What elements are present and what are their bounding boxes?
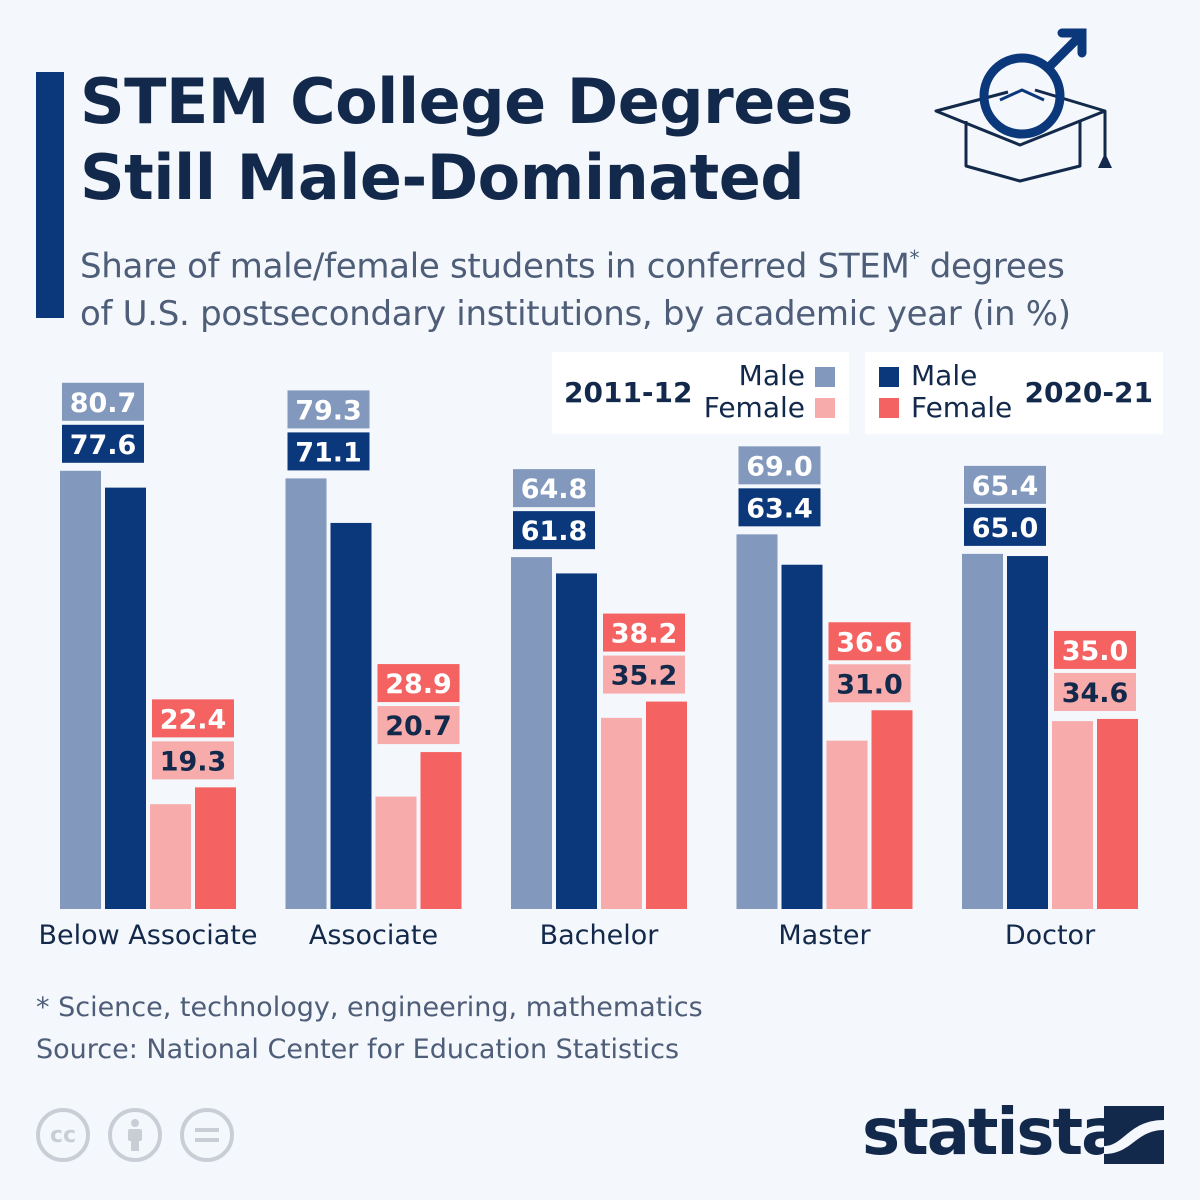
data-label-female-2020: 22.4 <box>160 704 227 735</box>
data-label-bg <box>1054 672 1136 711</box>
data-label-female-2011: 34.6 <box>1062 678 1129 709</box>
data-label-male-2020: 63.4 <box>746 493 813 524</box>
data-label-female-2020: 28.9 <box>385 669 452 700</box>
data-label-female-2020: 36.6 <box>836 627 903 658</box>
legend-label-female: Female <box>703 391 805 424</box>
legend-label-male: Male <box>911 359 978 392</box>
no-derivatives-icon[interactable] <box>180 1108 234 1162</box>
bar-female-2020 <box>646 701 687 909</box>
brand-name: statista <box>862 1096 1124 1170</box>
category-label: Bachelor <box>540 920 660 951</box>
title-line-2: Still Male-Dominated <box>80 141 805 214</box>
legend-swatch-male-2020 <box>879 367 899 387</box>
data-label-male-2020: 71.1 <box>295 437 362 468</box>
attribution-icon[interactable] <box>108 1108 162 1162</box>
legend-label-female: Female <box>911 391 1013 424</box>
legend-2020-21: Male Female 2020-21 <box>865 352 1163 434</box>
data-label-bg <box>287 390 370 429</box>
data-label-male-2011: 80.7 <box>70 388 137 419</box>
data-label-bg <box>513 511 595 550</box>
bar-male-2020 <box>105 487 146 909</box>
data-label-bg <box>152 699 234 738</box>
cc-icon[interactable]: cc <box>36 1108 90 1162</box>
bar-female-2020 <box>871 710 913 909</box>
data-label-male-2011: 69.0 <box>746 451 813 482</box>
data-label-female-2011: 35.2 <box>611 661 678 692</box>
data-label-bg <box>513 469 595 508</box>
legend-swatch-female-2011 <box>815 398 835 418</box>
category-label: Doctor <box>1005 920 1096 951</box>
data-label-bg <box>377 706 460 745</box>
subtitle-asterisk: * <box>909 246 920 270</box>
data-label-female-2011: 19.3 <box>160 746 227 777</box>
statista-logo[interactable]: statista <box>862 1096 1164 1170</box>
data-label-female-2020: 35.0 <box>1062 636 1129 667</box>
data-label-male-2011: 65.4 <box>972 471 1039 502</box>
bar-female-2020 <box>1097 718 1138 909</box>
data-label-bg <box>62 382 144 421</box>
data-label-bg <box>287 432 370 471</box>
bar-female-2011 <box>826 740 868 909</box>
data-label-bg <box>1054 630 1136 669</box>
legend-label-male: Male <box>738 359 805 392</box>
data-label-bg <box>603 613 685 652</box>
source-note: Source: National Center for Education St… <box>36 1034 680 1065</box>
bar-female-2011 <box>150 804 191 909</box>
graduation-cap-male-symbol-icon <box>934 28 1112 183</box>
bar-female-2011 <box>601 717 642 909</box>
category-label: Master <box>778 920 871 951</box>
data-label-bg <box>828 622 911 661</box>
legend-swatch-female-2020 <box>879 398 899 418</box>
data-label-bg <box>964 507 1046 546</box>
bar-female-2020 <box>195 787 236 909</box>
data-label-male-2011: 64.8 <box>521 474 588 505</box>
data-label-bg <box>964 465 1046 504</box>
page-title: STEM College Degrees Still Male-Dominate… <box>80 64 853 216</box>
legend-year: 2020-21 <box>1024 376 1153 409</box>
bar-male-2020 <box>1007 556 1048 909</box>
category-label: Associate <box>309 920 438 951</box>
title-line-1: STEM College Degrees <box>80 65 853 138</box>
bar-male-2011 <box>60 470 101 909</box>
bar-male-2020 <box>556 573 597 909</box>
subtitle-line-1-end: degrees <box>919 246 1065 287</box>
data-label-male-2011: 79.3 <box>295 395 362 426</box>
bar-male-2011 <box>285 478 327 909</box>
category-label: Below Associate <box>38 920 257 951</box>
bar-male-2011 <box>962 553 1003 909</box>
subtitle: Share of male/female students in conferr… <box>80 234 1071 338</box>
bar-female-2011 <box>1052 721 1093 909</box>
data-label-female-2020: 38.2 <box>611 619 678 650</box>
bar-male-2011 <box>736 534 778 909</box>
bar-female-2020 <box>420 752 462 909</box>
data-label-bg <box>62 424 144 463</box>
data-label-bg <box>828 664 911 703</box>
legend-year: 2011-12 <box>564 376 693 409</box>
bar-male-2020 <box>330 522 372 909</box>
data-label-bg <box>152 741 234 780</box>
accent-bar <box>36 72 64 318</box>
data-label-male-2020: 77.6 <box>70 430 137 461</box>
bar-female-2011 <box>375 796 417 909</box>
data-label-female-2011: 31.0 <box>836 669 903 700</box>
legend-2011-12: 2011-12 Male Female <box>552 352 849 434</box>
legend-swatch-male-2011 <box>815 367 835 387</box>
data-label-bg <box>738 488 821 527</box>
data-label-bg <box>738 446 821 485</box>
footnote: * Science, technology, engineering, math… <box>36 992 703 1023</box>
bar-chart: 77.6 80.7 19.3 22.4 Below Associate 71.1 79.3 2… <box>38 382 1138 951</box>
data-label-male-2020: 61.8 <box>521 516 588 547</box>
data-label-bg <box>603 655 685 694</box>
data-label-male-2020: 65.0 <box>972 513 1039 544</box>
bar-male-2011 <box>511 557 552 909</box>
bar-male-2020 <box>781 564 823 909</box>
subtitle-line-2: of U.S. postsecondary institutions, by a… <box>80 294 1071 335</box>
statista-logo-mark-icon <box>1104 1106 1164 1164</box>
data-label-female-2011: 20.7 <box>385 711 452 742</box>
data-label-bg <box>377 664 460 703</box>
subtitle-line-1: Share of male/female students in conferr… <box>80 246 910 287</box>
